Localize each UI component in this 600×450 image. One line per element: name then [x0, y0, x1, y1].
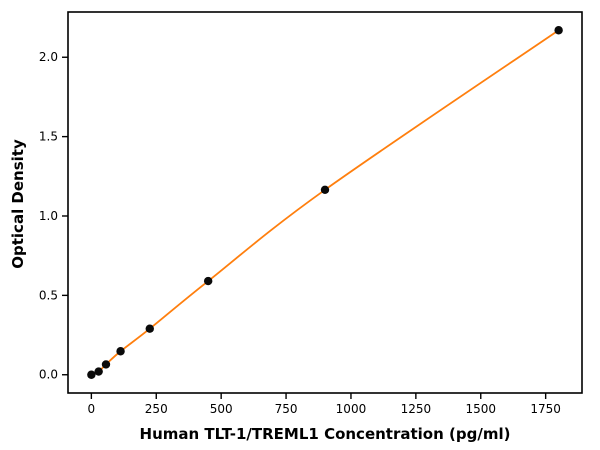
plot-spines — [67, 11, 583, 394]
data-point-marker — [87, 370, 96, 379]
data-point-marker — [116, 347, 125, 356]
x-tick-label: 1250 — [401, 402, 432, 416]
data-point-marker — [554, 26, 563, 35]
y-tick-label: 0.0 — [39, 368, 58, 382]
y-tick-label: 1.0 — [39, 209, 58, 223]
x-tick-label: 250 — [145, 402, 168, 416]
y-tick-label: 2.0 — [39, 50, 58, 64]
x-axis-label: Human TLT-1/TREML1 Concentration (pg/ml) — [139, 425, 511, 443]
y-axis-label: Optical Density — [9, 139, 27, 269]
data-point-marker — [101, 360, 111, 369]
data-point-marker — [145, 324, 154, 333]
y-tick-label: 0.5 — [39, 288, 58, 302]
data-point-marker — [94, 367, 103, 376]
x-tick-label: 1500 — [465, 402, 496, 416]
y-tick-label: 1.5 — [39, 130, 58, 144]
x-tick-label: 1000 — [336, 402, 367, 416]
x-tick-label: 0 — [88, 402, 96, 416]
x-tick-label: 1750 — [530, 402, 561, 416]
data-point-marker — [203, 276, 213, 286]
x-tick-label: 500 — [210, 402, 233, 416]
x-tick-label: 750 — [275, 402, 298, 416]
fitted-curve-line — [91, 29, 560, 376]
data-point-marker — [320, 185, 330, 194]
